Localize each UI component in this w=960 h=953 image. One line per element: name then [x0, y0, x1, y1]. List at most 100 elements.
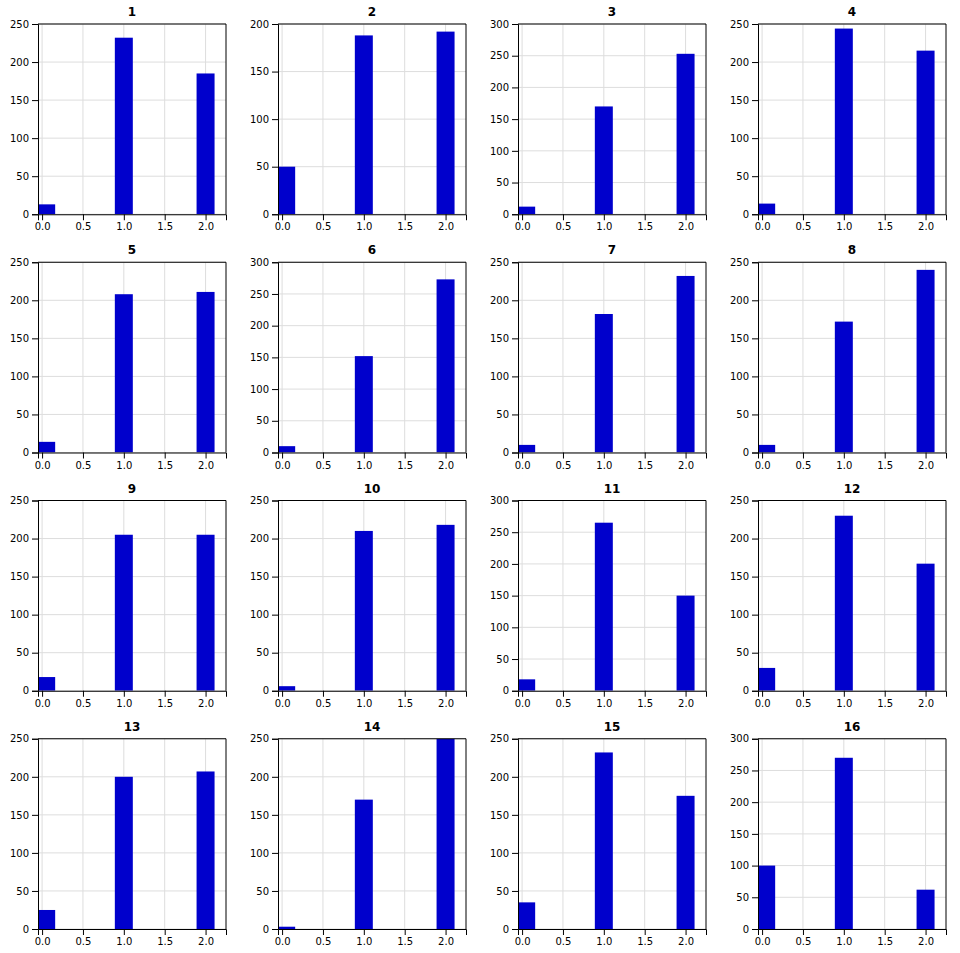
- subplot: 0.00.51.01.52.00501001502002508: [730, 243, 947, 470]
- x-tick: 1.5: [877, 929, 893, 947]
- grid-line-y: [758, 500, 946, 501]
- x-tick-label: 1.5: [877, 221, 893, 232]
- y-tick: 0: [743, 924, 758, 935]
- y-tick: 150: [250, 810, 278, 821]
- x-tick-label: 1.5: [877, 460, 893, 471]
- x-tick: 2.0: [198, 453, 214, 471]
- bars: [278, 32, 455, 215]
- frame-right: [946, 501, 947, 691]
- y-tick-label: 100: [730, 860, 749, 871]
- y-tick-mark: [32, 891, 38, 892]
- y-tick: 100: [10, 371, 38, 382]
- y-tick: 200: [730, 797, 758, 808]
- grid-line-y: [518, 738, 706, 739]
- x-tick-mark: [762, 453, 763, 459]
- subplot: 0.00.51.01.52.00501001502002: [250, 5, 467, 232]
- y-axis-line: [512, 263, 519, 453]
- y-tick-mark: [512, 183, 518, 184]
- bar: [278, 167, 295, 215]
- y-tick-mark: [752, 739, 758, 740]
- y-tick-mark: [272, 777, 278, 778]
- x-axis: 0.00.51.01.52.0: [275, 691, 467, 709]
- y-tick-mark: [32, 653, 38, 654]
- frame-right: [706, 739, 707, 929]
- y-tick-label: 0: [263, 209, 269, 220]
- y-tick: 50: [16, 171, 38, 182]
- grid-line-x: [802, 501, 803, 691]
- y-tick-mark: [272, 577, 278, 578]
- y-tick: 0: [23, 924, 38, 935]
- y-tick: 100: [730, 860, 758, 871]
- y-tick-label: 200: [10, 533, 29, 544]
- y-tick-mark: [32, 453, 38, 454]
- frame-right: [466, 262, 467, 452]
- bar: [677, 276, 695, 453]
- x-axis-line: [39, 453, 227, 459]
- bar: [518, 679, 535, 690]
- x-tick-mark: [844, 691, 845, 697]
- x-tick-mark: [364, 929, 365, 935]
- y-tick: 250: [250, 289, 278, 300]
- grid-line-x: [42, 262, 43, 452]
- x-tick-label: 2.0: [678, 221, 694, 232]
- y-tick-label: 200: [490, 82, 509, 93]
- x-tick-label: 1.5: [877, 936, 893, 947]
- x-tick-mark: [405, 929, 406, 935]
- y-tick: 0: [23, 447, 38, 458]
- y-tick: 100: [250, 609, 278, 620]
- x-tick-mark: [645, 214, 646, 220]
- grid-line-y: [38, 24, 226, 25]
- y-tick: 50: [256, 161, 278, 172]
- x-tick-label: 0.5: [76, 460, 92, 471]
- bars: [38, 38, 215, 215]
- y-tick-label: 50: [16, 171, 29, 182]
- x-tick-label: 1.0: [116, 460, 132, 471]
- bar: [835, 322, 853, 453]
- x-tick-mark: [645, 929, 646, 935]
- x-tick-mark: [563, 929, 564, 935]
- y-tick-label: 0: [23, 209, 29, 220]
- x-tick: 1.5: [637, 453, 653, 471]
- y-tick-label: 150: [250, 810, 269, 821]
- x-tick: 1.5: [157, 691, 173, 709]
- x-tick-label: 2.0: [918, 936, 934, 947]
- x-tick-label: 1.0: [356, 460, 372, 471]
- y-tick: 200: [490, 772, 518, 783]
- y-tick-mark: [32, 24, 38, 25]
- x-tick: 0.5: [796, 929, 812, 947]
- x-tick-label: 1.5: [877, 698, 893, 709]
- x-tick-label: 0.0: [35, 698, 51, 709]
- y-tick: 50: [736, 892, 758, 903]
- x-tick: 1.5: [637, 929, 653, 947]
- y-tick: 0: [263, 924, 278, 935]
- bars: [38, 292, 215, 453]
- frame-top: [38, 24, 226, 25]
- x-axis-line: [519, 453, 707, 459]
- x-tick-mark: [645, 453, 646, 459]
- subplot-title: 13: [124, 720, 141, 734]
- x-axis: 0.00.51.01.52.0: [515, 214, 707, 232]
- x-tick-mark: [323, 453, 324, 459]
- x-tick: 2.0: [678, 453, 694, 471]
- frame-right: [226, 501, 227, 691]
- x-tick: 0.5: [76, 929, 92, 947]
- x-tick: 1.0: [116, 691, 132, 709]
- grid-line-x: [82, 739, 83, 929]
- y-tick: 200: [490, 295, 518, 306]
- y-tick-mark: [32, 739, 38, 740]
- x-tick: 1.5: [157, 214, 173, 232]
- frame-top: [518, 262, 706, 263]
- grid-line-x: [322, 739, 323, 929]
- y-tick: 200: [490, 559, 518, 570]
- grid: [758, 262, 946, 452]
- y-tick-mark: [272, 294, 278, 295]
- frame-top: [278, 24, 466, 25]
- y-tick: 250: [490, 527, 518, 538]
- y-tick-label: 200: [250, 320, 269, 331]
- bar: [758, 668, 775, 691]
- y-axis-line: [272, 739, 279, 929]
- x-tick-mark: [604, 691, 605, 697]
- y-tick-mark: [32, 853, 38, 854]
- x-tick-mark: [885, 214, 886, 220]
- y-tick-mark: [32, 338, 38, 339]
